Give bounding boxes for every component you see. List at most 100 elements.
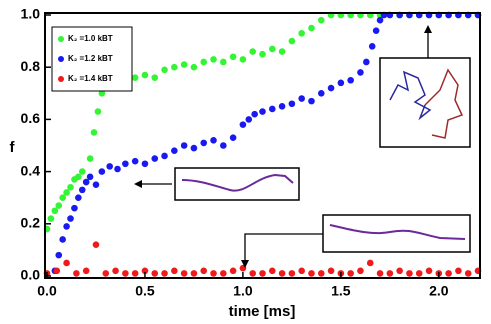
point xyxy=(63,189,70,196)
points xyxy=(43,11,482,277)
y-tick-label: 1.0 xyxy=(21,6,41,22)
point xyxy=(249,48,257,55)
legend-box xyxy=(51,26,133,92)
point xyxy=(239,121,247,128)
x-tick-label: 2.0 xyxy=(429,283,449,299)
point xyxy=(245,116,253,123)
point xyxy=(308,270,315,277)
point xyxy=(63,259,70,267)
point xyxy=(425,267,433,275)
y-tick-label: 0.0 xyxy=(21,267,41,283)
arrow-head xyxy=(134,180,142,188)
point xyxy=(190,270,198,277)
point xyxy=(259,108,266,115)
point xyxy=(396,267,403,275)
point xyxy=(259,50,266,58)
point xyxy=(53,267,61,275)
point xyxy=(51,207,59,215)
point xyxy=(161,66,168,74)
point xyxy=(288,270,296,277)
x-tick-label: 1.0 xyxy=(233,283,253,299)
arrow xyxy=(244,233,323,262)
y-tick-label: 0.8 xyxy=(21,58,41,74)
plot-frame xyxy=(44,12,481,279)
point xyxy=(190,144,198,152)
point xyxy=(180,61,188,68)
point xyxy=(268,105,276,113)
y-tick-label: 0.2 xyxy=(21,215,41,231)
point xyxy=(347,270,354,277)
point xyxy=(229,267,237,275)
point xyxy=(308,97,315,105)
point xyxy=(86,173,94,181)
point xyxy=(141,160,149,168)
point xyxy=(102,270,110,277)
point xyxy=(59,194,66,201)
point xyxy=(75,173,82,181)
point xyxy=(229,134,237,141)
point xyxy=(180,142,188,149)
point xyxy=(200,58,208,66)
point xyxy=(171,147,178,155)
point xyxy=(122,270,129,277)
point xyxy=(327,267,335,275)
point xyxy=(78,186,86,194)
x-tick-label: 0.5 xyxy=(135,283,155,299)
point xyxy=(368,43,376,50)
arrow-head xyxy=(241,260,249,268)
insets xyxy=(134,25,471,268)
point xyxy=(220,270,227,277)
point xyxy=(92,181,100,188)
legend-marker xyxy=(58,56,64,62)
inset-box xyxy=(322,214,471,253)
point xyxy=(229,53,237,61)
point xyxy=(445,270,452,277)
point xyxy=(55,251,63,259)
point xyxy=(298,29,305,37)
point xyxy=(251,110,258,118)
legend-marker xyxy=(58,36,64,42)
point xyxy=(98,168,106,175)
y-tick-label: 0.6 xyxy=(21,110,41,126)
point xyxy=(82,178,90,186)
x-axis-title: time [ms] xyxy=(229,303,296,320)
point xyxy=(357,267,364,275)
point xyxy=(141,267,149,275)
point xyxy=(464,270,472,277)
point xyxy=(94,108,102,115)
point xyxy=(406,270,413,277)
point xyxy=(327,84,335,92)
point xyxy=(82,267,90,275)
point xyxy=(171,267,178,275)
point xyxy=(71,204,78,212)
point xyxy=(347,76,354,84)
point xyxy=(200,267,208,275)
point xyxy=(210,270,217,277)
point xyxy=(114,165,121,173)
point xyxy=(220,58,227,66)
x-tick-label: 1.5 xyxy=(331,283,351,299)
point xyxy=(415,270,423,277)
point xyxy=(92,241,100,248)
point xyxy=(376,270,384,277)
point xyxy=(249,270,257,277)
y-tick-label: 0.4 xyxy=(21,162,41,178)
point xyxy=(288,100,296,108)
point xyxy=(317,16,325,24)
inset-box xyxy=(379,57,471,148)
point xyxy=(317,270,325,277)
y-axis-title: f xyxy=(10,139,16,156)
point xyxy=(59,236,66,243)
point xyxy=(363,58,370,66)
inset-chain xyxy=(424,68,464,139)
point xyxy=(131,270,139,277)
arrow-head xyxy=(424,25,432,33)
point xyxy=(151,74,159,81)
point xyxy=(90,129,98,136)
point xyxy=(337,79,345,87)
point xyxy=(180,270,188,277)
point xyxy=(220,142,227,149)
point xyxy=(73,270,80,277)
inset-box xyxy=(174,167,300,201)
